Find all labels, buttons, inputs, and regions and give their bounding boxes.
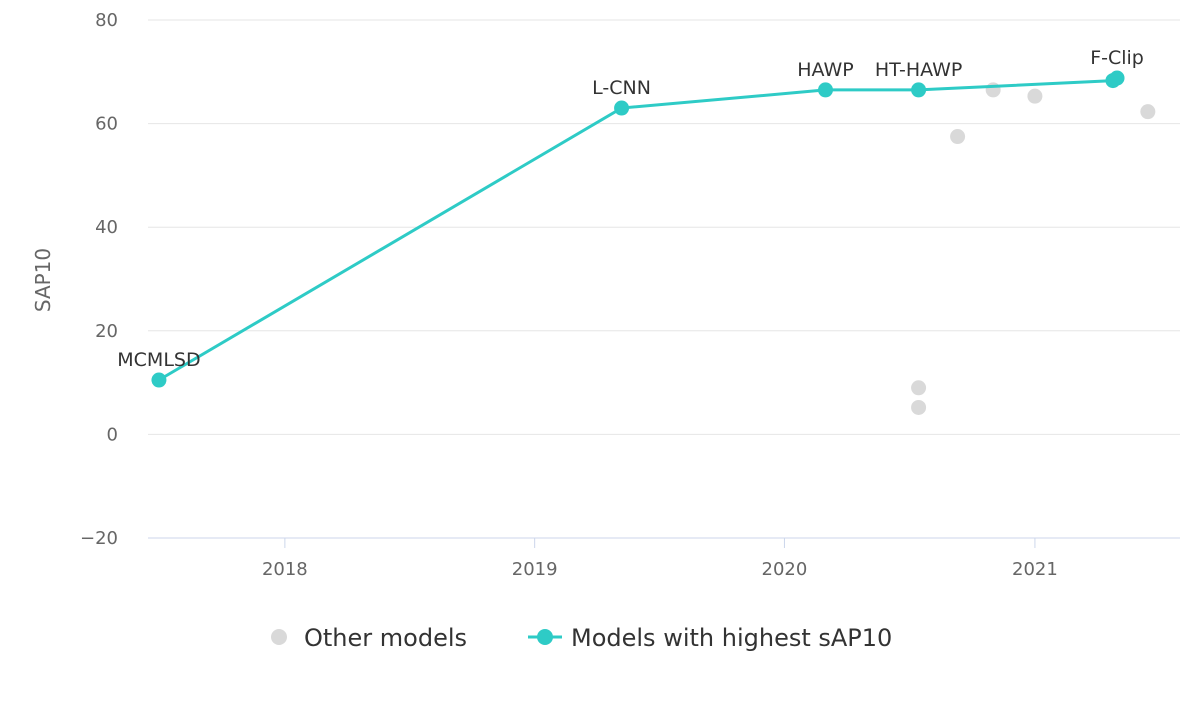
other-model-point[interactable] [1140,104,1156,120]
other-model-point[interactable] [911,380,927,396]
other-model-point[interactable] [911,399,927,415]
legend: Other models Models with highest sAP10 [271,624,892,652]
point-labels: MCMLSD L-CNN HAWP HT-HAWP F-Clip [117,47,1144,371]
best-model-point[interactable] [818,82,834,98]
best-model-point[interactable] [151,372,167,388]
best-model-point[interactable] [614,100,630,116]
y-tick-label: 40 [95,217,118,238]
point-label: HT-HAWP [875,59,963,81]
y-tick-label: 0 [107,424,118,445]
other-model-point[interactable] [950,129,966,145]
best-model-point[interactable] [1109,70,1125,86]
legend-other-marker [271,629,287,645]
series-layer [151,70,1156,415]
x-tick-label: 2018 [262,559,308,580]
axes: −20 0 20 40 60 80 2018 2019 2020 2021 [80,10,1180,580]
best-model-point[interactable] [911,82,927,98]
legend-other-label[interactable]: Other models [304,624,467,652]
y-tick-label: 20 [95,321,118,342]
legend-best-marker [537,629,553,645]
y-tick-label: 60 [95,114,118,135]
legend-best-label[interactable]: Models with highest sAP10 [571,624,892,652]
x-tick-label: 2021 [1012,559,1058,580]
y-tick-label: −20 [80,528,118,549]
x-tick-label: 2020 [762,559,808,580]
x-tick-label: 2019 [512,559,558,580]
point-label: MCMLSD [117,349,200,371]
other-model-point[interactable] [1027,88,1043,104]
point-label: F-Clip [1090,47,1144,69]
y-tick-label: 80 [95,10,118,31]
y-axis-title: SAP10 [31,248,55,312]
point-label: L-CNN [592,77,651,99]
point-label: HAWP [797,59,854,81]
gridlines [148,19,1180,539]
